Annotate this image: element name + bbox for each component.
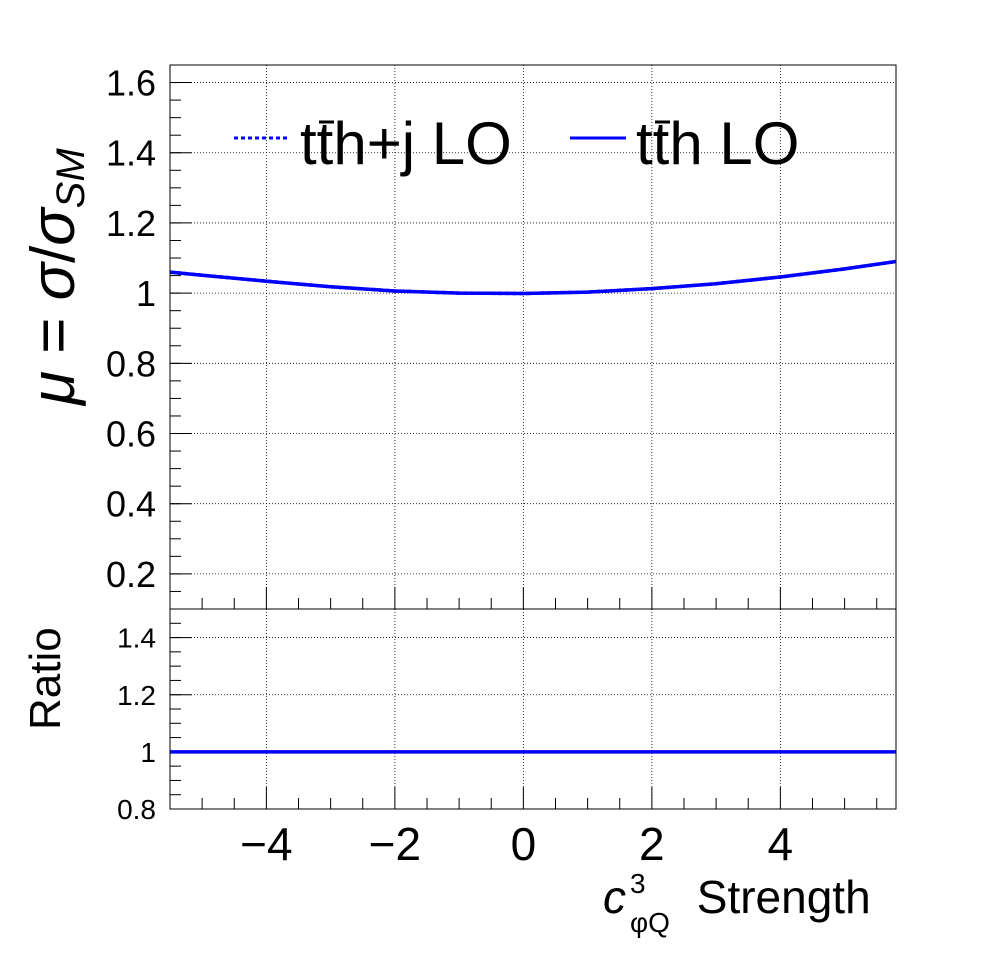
x-tick-label: −4 [240,818,292,870]
x-tick-label: 4 [768,818,794,870]
y-tick-label: 1.6 [106,63,156,104]
main-panel: 0.2 0.4 0.6 0.8 1 1.2 1.4 1.6 tth+j LO tth LO μ… [19,63,897,610]
x-axis-title-rest: Strength [684,871,871,923]
main-series [169,259,897,296]
ratio-panel: 0.8 1 1.2 1.4 −4 −2 0 2 4 Ratio c 3 φQ Strength [21,608,897,938]
y-tick-label: 0.4 [106,484,156,525]
ratio-y-tick-labels: 0.8 1 1.2 1.4 [117,623,156,825]
main-grid [170,65,896,609]
x-tick-label: 2 [639,818,665,870]
y-tick-label: 0.6 [106,413,156,454]
y-tick-label: 0.2 [106,554,156,595]
y-tick-label: 1.2 [117,680,156,711]
y-tick-label: 1.4 [117,623,156,654]
x-tick-labels: −4 −2 0 2 4 [240,818,793,870]
ratio-y-axis-title: Ratio [21,627,70,730]
y-tick-label: 1 [136,273,156,314]
main-y-axis-title: μ = σ/σSM [19,148,93,407]
legend-label-tth-j: tth+j LO [300,110,512,177]
legend: tth+j LO tth LO [234,110,799,177]
x-tick-label: 0 [511,818,537,870]
x-axis-title-sub: φQ [630,907,670,938]
ratio-plot-frame [169,608,897,810]
x-axis-title: c [603,871,626,923]
series-line [169,259,897,296]
main-y-tick-labels: 0.2 0.4 0.6 0.8 1 1.2 1.4 1.6 [106,63,156,595]
legend-label-tth: tth LO [636,110,799,177]
y-tick-label: 1.2 [106,203,156,244]
y-tick-label: 0.8 [117,794,156,825]
y-tick-label: 0.8 [106,343,156,384]
y-tick-label: 1 [140,737,156,768]
ratio-grid [170,609,896,810]
x-axis-title-sup: 3 [630,868,646,899]
y-tick-label: 1.4 [106,133,156,174]
x-tick-label: −2 [369,818,421,870]
